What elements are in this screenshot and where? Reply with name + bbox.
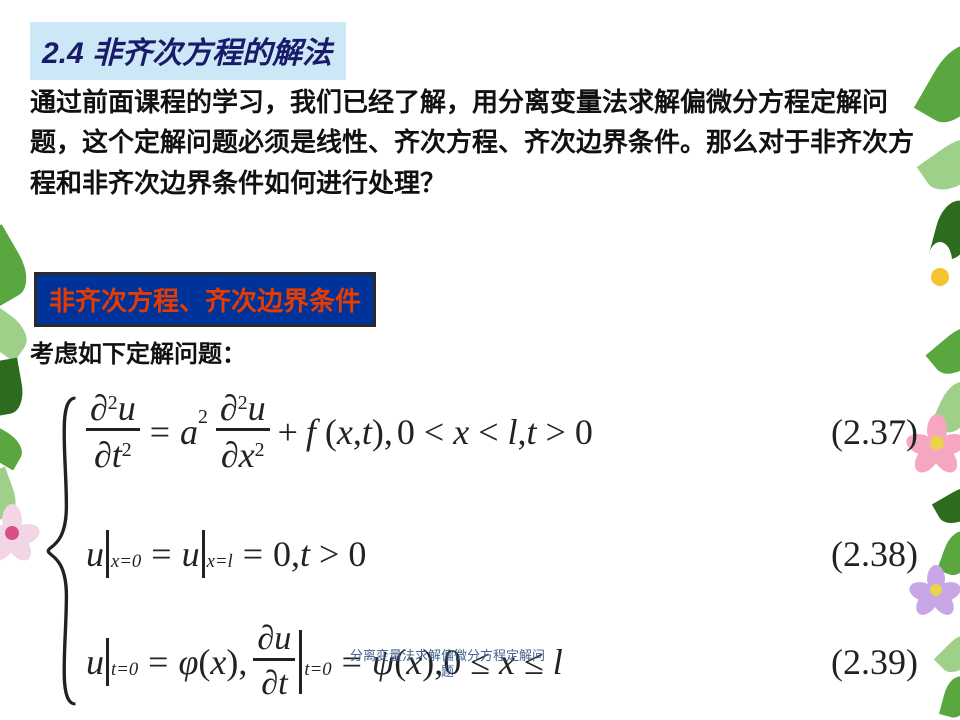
watermark-text: 分离变量法求解偏微分方程定解问 题 (350, 648, 545, 679)
leaf-decor (0, 420, 28, 471)
eq-number-2: (2.38) (831, 533, 940, 575)
section-title-text: 2.4 非齐次方程的解法 (42, 37, 332, 70)
intro-paragraph: 通过前面课程的学习，我们已经了解，用分离变量法求解偏微分方程定解问题，这个定解问… (30, 82, 930, 203)
watermark-line1: 分离变量法求解偏微分方程定解问 (350, 648, 545, 663)
ic-t0: t=0 (111, 659, 138, 681)
leaf-decor (0, 224, 37, 306)
equation-1: ∂2u ∂t2 = a2 ∂2u ∂x2 + f (x,t), 0 < x < … (86, 388, 940, 475)
left-brace (46, 396, 80, 706)
u-var: u (86, 641, 104, 683)
slide: 2.4 非齐次方程的解法 通过前面课程的学习，我们已经了解，用分离变量法求解偏微… (0, 0, 960, 720)
leaf-decor (929, 196, 960, 263)
x-upper: l (553, 641, 563, 683)
t-var: t (300, 533, 310, 575)
leaf-decor (0, 467, 21, 522)
subheading-box: 非齐次方程、齐次边界条件 (34, 272, 376, 327)
ic-t0-deriv: t=0 (304, 659, 331, 681)
x-upper: l (508, 411, 518, 453)
u-var: u (182, 533, 200, 575)
leaf-decor (925, 317, 960, 383)
consider-text: 考虑如下定解问题： (30, 334, 246, 369)
u-var: u (86, 533, 104, 575)
equation-system: ∂2u ∂t2 = a2 ∂2u ∂x2 + f (x,t), 0 < x < … (50, 380, 940, 720)
section-title: 2.4 非齐次方程的解法 (30, 22, 346, 80)
t-var: t (527, 411, 537, 453)
t-lower: 0 (575, 411, 593, 453)
eq-number-1: (2.37) (831, 411, 940, 453)
phi-func: φ (178, 641, 198, 683)
leaf-decor (939, 673, 960, 720)
bc-xl: x=l (207, 551, 233, 573)
coef-a: a (180, 411, 198, 453)
flower-decor (0, 510, 34, 554)
subheading-text: 非齐次方程、齐次边界条件 (49, 286, 361, 316)
eq-number-3: (2.39) (831, 641, 940, 683)
bc-value: 0 (273, 533, 291, 575)
leaf-decor (937, 527, 960, 580)
leaf-decor (0, 358, 26, 417)
watermark-line2: 题 (441, 664, 454, 679)
x-lower: 0 (397, 411, 415, 453)
forcing-f: f (306, 411, 316, 453)
equation-2: u x=0 = u x=l = 0 , t > 0 (2.38) (86, 530, 940, 578)
x-var: x (453, 411, 469, 453)
bc-x0: x=0 (111, 551, 141, 573)
flower-decor (914, 250, 960, 302)
t-lower: 0 (348, 533, 366, 575)
